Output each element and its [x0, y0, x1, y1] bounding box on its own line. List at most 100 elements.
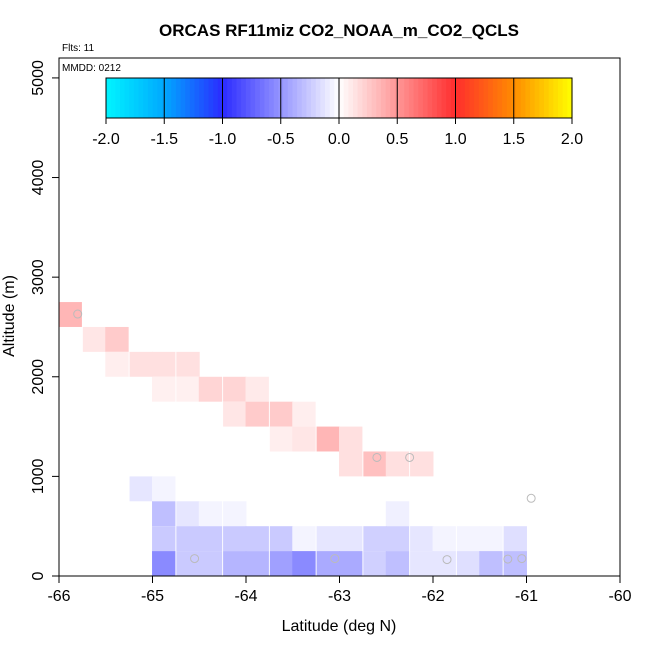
- heatmap-cell: [198, 526, 223, 552]
- colorbar-segment: [390, 78, 396, 118]
- y-tick-label: 3000: [30, 259, 47, 295]
- colorbar-tick-label: 1.5: [503, 131, 525, 148]
- colorbar-segment: [343, 78, 349, 118]
- heatmap-cell: [129, 351, 153, 377]
- x-tick-label: -65: [141, 588, 164, 605]
- colorbar-segment: [413, 78, 419, 118]
- colorbar-segment: [562, 78, 568, 118]
- colorbar-segment: [306, 78, 312, 118]
- colorbar-segment: [525, 78, 531, 118]
- colorbar-segment: [352, 78, 359, 118]
- colorbar-segment: [553, 78, 559, 118]
- heatmap-cell: [198, 376, 223, 402]
- heatmap-cell: [176, 551, 200, 576]
- colorbar-tick-label: -1.0: [209, 131, 237, 148]
- heatmap-cell: [479, 551, 503, 576]
- heatmap-cell: [152, 501, 176, 527]
- heatmap-cell: [152, 376, 176, 402]
- colorbar-segment: [483, 78, 489, 118]
- heatmap-cell: [385, 551, 410, 576]
- chart-title: ORCAS RF11miz CO2_NOAA_m_CO2_QCLS: [159, 21, 519, 40]
- colorbar: -2.0 -1.5 -1.0 -0.5 0.0 0.5 1.0 1.5 2.0: [92, 77, 583, 148]
- colorbar-tick-label: -0.5: [267, 131, 295, 148]
- colorbar-segment: [124, 78, 130, 118]
- colorbar-segment: [301, 78, 307, 118]
- colorbar-segment: [362, 78, 368, 118]
- colorbar-tick-label: 0.5: [386, 131, 408, 148]
- date-label: MMDD: 0212: [62, 63, 121, 74]
- colorbar-segment: [217, 78, 224, 118]
- heatmap-cell: [316, 526, 340, 552]
- heatmap-cell: [292, 526, 316, 552]
- colorbar-segment: [292, 78, 298, 118]
- colorbar-segment: [325, 78, 331, 118]
- colorbar-segment: [418, 78, 424, 118]
- flight-marker: [190, 554, 200, 564]
- flight-marker: [503, 554, 513, 564]
- colorbar-segment: [530, 78, 536, 118]
- colorbar-segment: [460, 78, 466, 118]
- colorbar-segment: [539, 78, 545, 118]
- y-axis: 0 1000 2000 3000 4000 5000: [30, 60, 59, 580]
- colorbar-segment: [269, 78, 275, 118]
- colorbar-segment: [143, 78, 149, 118]
- heatmap-cell: [385, 451, 410, 477]
- colorbar-segment: [287, 78, 293, 118]
- colorbar-segment: [119, 78, 126, 118]
- colorbar-segment: [492, 78, 499, 118]
- colorbar-segment: [180, 78, 186, 118]
- colorbar-segment: [544, 78, 550, 118]
- colorbar-segment: [241, 78, 247, 118]
- colorbar-segment: [185, 78, 191, 118]
- colorbar-segment: [567, 78, 573, 118]
- heatmap-cell: [245, 551, 269, 576]
- colorbar-segment: [189, 78, 196, 118]
- heatmap-cell: [316, 426, 340, 452]
- colorbar-segment: [534, 78, 540, 118]
- heatmap-cell: [385, 501, 410, 527]
- colorbar-segment: [157, 78, 163, 118]
- colorbar-segment: [259, 78, 266, 118]
- colorbar-segment: [385, 78, 391, 118]
- y-tick-label: 4000: [30, 160, 47, 196]
- flights-label: Flts: 11: [62, 43, 94, 54]
- heatmap-cell: [198, 501, 223, 527]
- colorbar-segment: [464, 78, 471, 118]
- flight-marker: [330, 554, 340, 564]
- colorbar-segment: [469, 78, 475, 118]
- flight-marker: [372, 452, 382, 462]
- heatmap-cells: [58, 302, 527, 576]
- colorbar-segment: [450, 78, 457, 118]
- colorbar-segment: [222, 78, 228, 118]
- flight-marker: [405, 452, 415, 462]
- heatmap-cell: [223, 551, 247, 576]
- heatmap-cell: [152, 476, 176, 502]
- colorbar-tick-label: -2.0: [92, 131, 120, 148]
- heatmap-cell: [339, 551, 363, 576]
- colorbar-segment: [171, 78, 177, 118]
- x-axis: -66 -65 -64 -63 -62 -61 -60: [47, 576, 632, 605]
- heatmap-cell: [410, 551, 434, 576]
- heatmap-cell: [363, 451, 387, 477]
- heatmap-cell: [223, 501, 247, 527]
- colorbar-segment: [110, 78, 116, 118]
- colorbar-segment: [380, 78, 387, 118]
- colorbar-segment: [441, 78, 447, 118]
- colorbar-segment: [548, 78, 554, 118]
- colorbar-segment: [520, 78, 526, 118]
- y-tick-label: 0: [30, 571, 47, 580]
- heatmap-cell: [363, 526, 387, 552]
- colorbar-segment: [516, 78, 522, 118]
- colorbar-segment: [348, 78, 354, 118]
- heatmap-cell: [292, 401, 316, 427]
- heatmap-cell: [82, 326, 107, 352]
- colorbar-segment: [408, 78, 415, 118]
- y-tick-label: 1000: [30, 458, 47, 494]
- heatmap-cell: [503, 551, 527, 576]
- colorbar-tick-label: -1.5: [150, 131, 178, 148]
- heatmap-cell: [339, 526, 363, 552]
- heatmap-cell: [176, 351, 200, 377]
- colorbar-tick-label: 1.0: [444, 131, 466, 148]
- heatmap-cell: [269, 551, 294, 576]
- colorbar-tick-label: 2.0: [561, 131, 583, 148]
